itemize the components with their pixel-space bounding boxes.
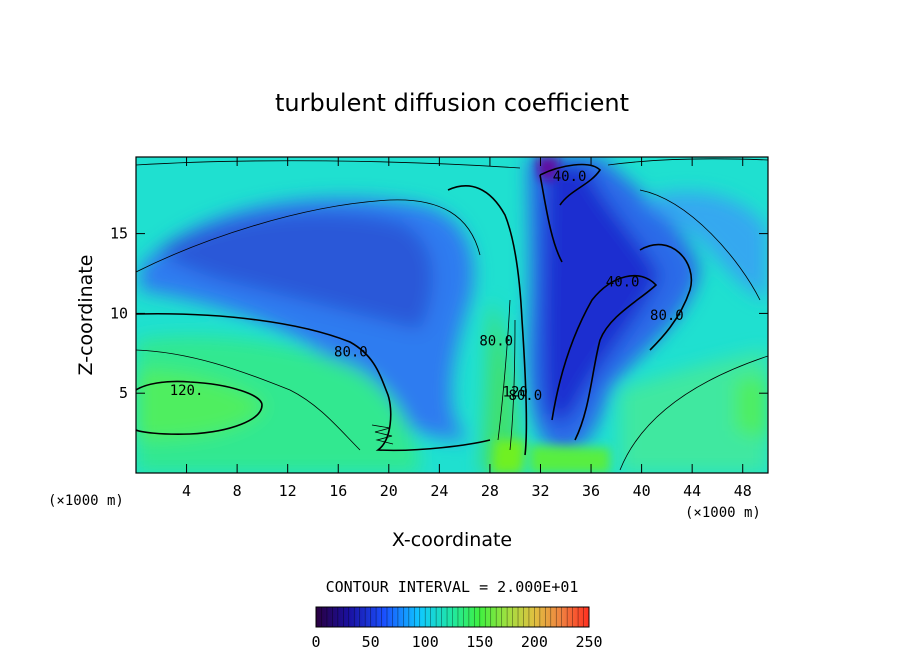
y-axis-label: Z-coordinate [75,255,97,376]
y-tick-label: 15 [110,225,128,243]
contour-label: 80.0 [334,345,368,361]
x-tick-label: 28 [481,482,499,500]
colorbar-stripes [321,607,584,627]
x-axis-label: X-coordinate [392,529,512,551]
x-tick-label: 36 [582,482,600,500]
x-unit-label: (×1000 m) [685,505,761,521]
x-tick-label: 48 [734,482,752,500]
x-tick-label: 8 [233,482,242,500]
contour-lines [136,158,768,471]
colorbar-tick-label: 100 [412,633,439,651]
colorbar: 0 50 100 150 200 250 [311,606,603,651]
y-tick-label: 10 [110,304,128,322]
contour-label: 40.0 [606,274,640,290]
colorbar-tick-label: 200 [521,633,548,651]
x-tick-label: 24 [430,482,448,500]
colorbar-tick-label: 0 [311,633,320,651]
x-tick-label: 16 [329,482,347,500]
y-axis: 5 10 15 [110,225,768,402]
x-tick-label: 4 [182,482,191,500]
colorbar-tick-label: 50 [362,633,380,651]
contour-label: 80.0 [650,308,684,324]
contour-interval-label: CONTOUR INTERVAL = 2.000E+01 [326,578,579,596]
colorbar-ticks: 0 50 100 150 200 250 [311,633,602,651]
heatmap-field [136,157,768,473]
x-tick-label: 12 [279,482,297,500]
contour-label: 120 [503,385,528,401]
contour-label: 40.0 [553,169,587,185]
chart-title: turbulent diffusion coefficient [275,89,629,117]
x-tick-label: 44 [683,482,701,500]
x-tick-label: 40 [633,482,651,500]
y-unit-label: (×1000 m) [48,493,124,509]
plot-frame [135,156,769,474]
x-axis: 4 8 12 16 20 24 28 32 36 40 44 48 [182,157,752,500]
x-tick-label: 32 [531,482,549,500]
contour-label: 80.0 [479,334,513,350]
x-tick-label: 20 [380,482,398,500]
contour-label: 120. [170,383,204,399]
y-tick-label: 5 [119,384,128,402]
colorbar-tick-label: 150 [466,633,493,651]
contour-label: 80.0 [508,388,542,404]
colorbar-tick-label: 250 [575,633,602,651]
